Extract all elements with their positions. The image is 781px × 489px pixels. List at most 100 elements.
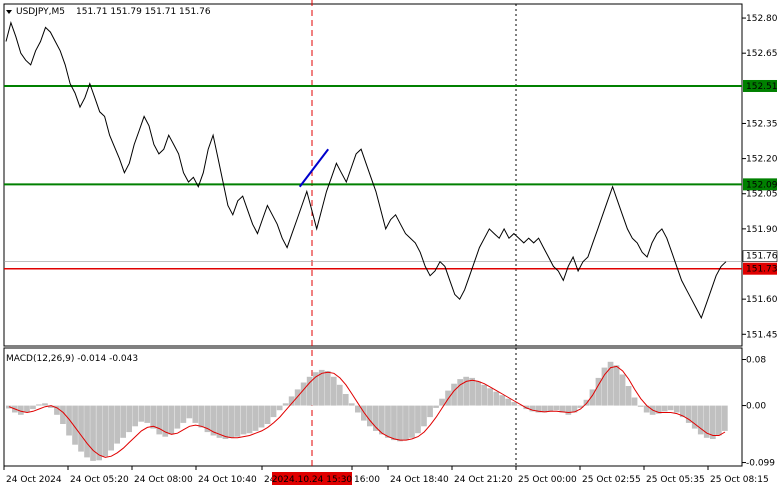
macd-histogram-bar: [487, 388, 493, 406]
macd-histogram-bar: [282, 403, 289, 406]
macd-histogram-bar: [403, 405, 409, 441]
macd-label: MACD(12,26,9) -0.014 -0.043: [6, 354, 138, 364]
price-tick-label: 151.90: [746, 225, 778, 235]
macd-histogram-bar: [691, 405, 698, 429]
macd-histogram-bar: [168, 405, 175, 435]
macd-histogram-bar: [330, 376, 337, 406]
price-tick-label: 152.05: [746, 190, 778, 200]
highlight-time-box: [272, 472, 352, 485]
macd-histogram-bar: [667, 405, 674, 411]
macd-histogram-bar: [60, 405, 66, 424]
macd-histogram-bar: [703, 405, 710, 438]
macd-histogram-bar: [324, 371, 331, 406]
current-price-box: [742, 250, 778, 262]
time-tick-label: 25 Oct 08:15: [710, 475, 769, 485]
macd-histogram-bar: [475, 381, 481, 406]
price-series: [5, 20, 727, 320]
macd-histogram-bar: [673, 405, 680, 413]
macd-histogram-bar: [529, 405, 536, 412]
symbol-menu-icon[interactable]: [6, 10, 12, 14]
level-price-box: [743, 178, 777, 191]
macd-histogram-bar: [355, 405, 361, 413]
macd-histogram-bar: [72, 405, 78, 445]
macd-histogram-bar: [162, 405, 169, 437]
macd-histogram-bar: [517, 405, 524, 407]
macd-histogram-bar: [264, 405, 271, 424]
macd-histogram-bar: [126, 405, 132, 433]
axis-labels: 152.80 152.65 152.35 152.20 152.05 151.90 151.…: [3, 14, 778, 485]
macd-histogram-bar: [342, 394, 349, 406]
macd-histogram-bar: [228, 405, 235, 438]
macd-histogram-bar: [156, 405, 163, 435]
level-price-label: 151.73: [746, 265, 778, 275]
macd-histogram-bar: [6, 405, 12, 409]
macd-histogram-bar: [192, 405, 199, 423]
macd-histogram-bar: [222, 405, 229, 439]
time-tick-label: 24: [264, 475, 276, 485]
macd-histogram-bar: [607, 361, 614, 406]
macd-histogram-bar: [96, 405, 102, 461]
macd-histogram-bar: [48, 405, 54, 408]
macd-histogram-bar: [336, 384, 343, 406]
macd-histogram-bar: [493, 391, 500, 406]
macd-histogram-bar: [541, 405, 548, 413]
trend-line-group[interactable]: [298, 148, 329, 188]
macd-histogram-bar: [66, 405, 72, 436]
macd-histogram-bar: [114, 405, 120, 444]
highlight-time-label: 2024.10.24 15:30: [272, 475, 353, 485]
macd-histogram-bar: [120, 405, 126, 438]
macd-histogram-bar: [198, 405, 205, 428]
macd-histogram-bar: [204, 405, 211, 433]
macd-histogram-bar: [427, 405, 433, 418]
macd-tick-label: -0.099: [746, 459, 775, 469]
macd-histogram-bar: [30, 405, 36, 410]
macd-histogram-bar: [24, 405, 30, 413]
macd-histogram-bar: [174, 405, 181, 429]
macd-histogram-bar: [318, 369, 325, 406]
macd-histogram-bar: [312, 372, 319, 406]
macd-histogram-bar: [54, 405, 60, 415]
macd-histogram-bar: [276, 405, 283, 411]
trend-line[interactable]: [298, 148, 329, 188]
macd-tick-label: 0.08: [746, 356, 766, 366]
macd-histogram-bar: [716, 405, 722, 436]
macd-histogram-bar: [655, 405, 662, 414]
grid-lines: [311, 0, 517, 466]
macd-histogram-bar: [90, 405, 96, 461]
macd-histogram-bar: [433, 405, 439, 408]
macd-histogram-bar: [511, 402, 518, 406]
macd-histogram-bar: [415, 405, 421, 434]
macd-histogram-bar: [499, 395, 506, 406]
macd-histogram-bar: [348, 403, 355, 406]
current-price-label: 151.76: [746, 252, 778, 262]
macd-histogram-bar: [78, 405, 84, 452]
macd-histogram-bar: [391, 405, 397, 441]
macd-histogram-bar: [180, 405, 187, 423]
price-tick-label: 152.65: [746, 49, 778, 59]
price-tick-label: 151.45: [746, 330, 778, 340]
price-tick-label: 151.60: [746, 295, 778, 305]
macd-histogram-bar: [685, 405, 692, 423]
macd-histogram-bar: [144, 405, 151, 423]
macd-indicator: [6, 361, 728, 461]
macd-histogram-bar: [457, 379, 463, 406]
time-tick-label: 24 Oct 18:40: [390, 475, 449, 485]
macd-histogram-bar: [42, 403, 48, 406]
macd-histogram-bar: [565, 405, 572, 415]
macd-histogram-bar: [710, 405, 716, 439]
macd-histogram-bar: [619, 374, 626, 406]
macd-histogram-bar: [84, 405, 90, 458]
macd-histogram-bar: [240, 405, 247, 435]
macd-histogram-bar: [210, 405, 217, 436]
chart-frame: [3, 3, 743, 467]
macd-histogram-bar: [625, 386, 632, 406]
macd-histogram-bar: [186, 405, 193, 419]
macd-histogram-bar: [463, 376, 469, 406]
macd-histogram-bar: [559, 405, 566, 413]
macd-histogram-bar: [697, 405, 704, 435]
macd-histogram-bar: [613, 365, 620, 406]
macd-histogram-bar: [385, 405, 391, 438]
macd-histogram-bar: [252, 405, 259, 431]
